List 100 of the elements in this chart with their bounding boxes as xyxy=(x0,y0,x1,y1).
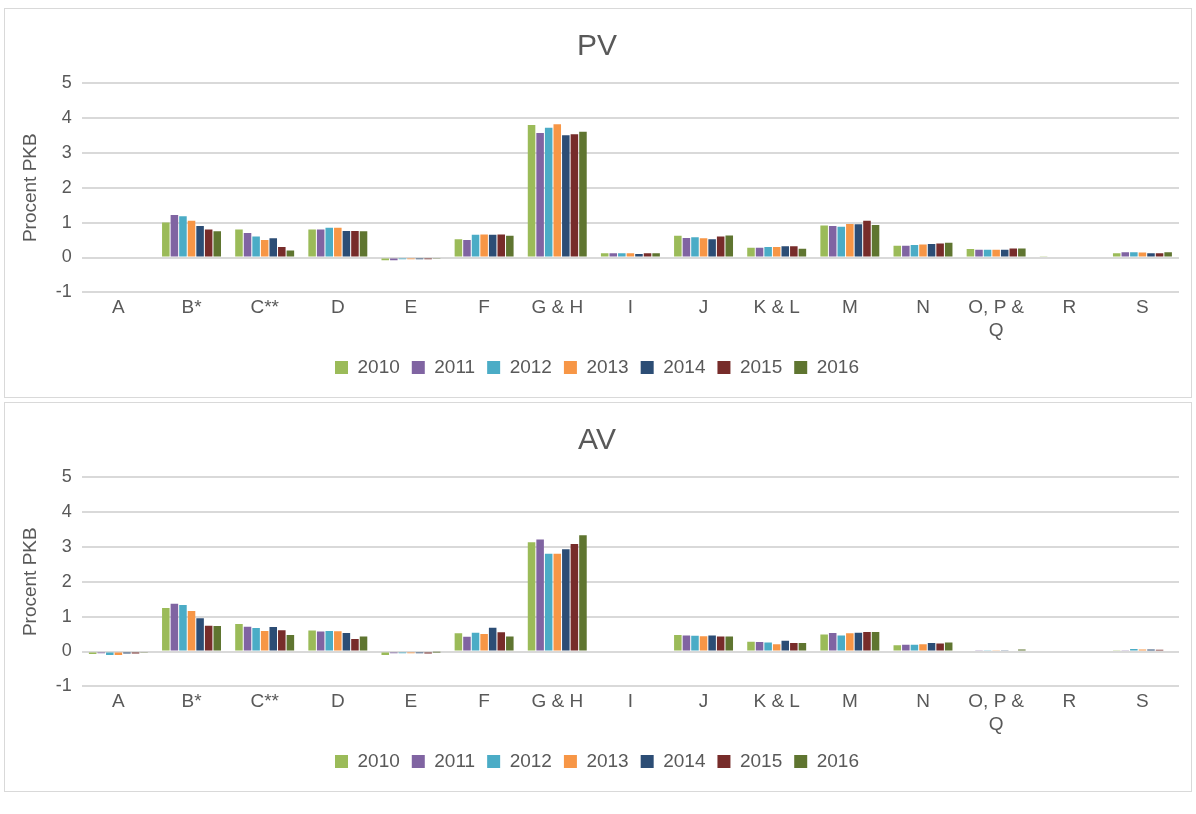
bar xyxy=(579,535,587,651)
bar xyxy=(635,254,643,257)
bar xyxy=(854,224,863,257)
bar xyxy=(480,234,488,257)
x-tick-label: C** xyxy=(250,690,280,712)
x-tick-label: S xyxy=(1136,690,1149,712)
bar xyxy=(562,135,570,257)
x-tick-label: E xyxy=(404,690,418,712)
x-tick-label: I xyxy=(627,690,634,712)
bar xyxy=(506,636,514,651)
bar xyxy=(544,553,553,651)
y-tick-label: 4 xyxy=(61,106,72,127)
bar xyxy=(893,645,902,651)
bar xyxy=(269,627,278,651)
bar xyxy=(910,644,919,651)
bar xyxy=(798,643,807,651)
bar xyxy=(902,644,910,651)
bar xyxy=(308,630,316,651)
bar xyxy=(527,542,536,651)
bar xyxy=(162,607,170,651)
x-tick-label: A xyxy=(112,296,126,318)
bar xyxy=(944,242,953,257)
x-tick-label: N xyxy=(916,296,930,318)
bar xyxy=(725,636,734,651)
bar xyxy=(790,643,798,651)
bar xyxy=(919,644,927,651)
bar xyxy=(187,611,196,651)
bar xyxy=(506,235,514,257)
y-tick-label: -1 xyxy=(55,675,72,696)
bar xyxy=(162,222,170,257)
bar xyxy=(235,623,243,651)
bar xyxy=(798,248,807,257)
x-tick-label: B* xyxy=(181,690,203,712)
bar xyxy=(269,238,278,257)
x-tick-label: F xyxy=(478,296,490,318)
bar xyxy=(471,632,480,651)
bar xyxy=(992,249,1000,257)
bar xyxy=(351,638,359,651)
legend-label: 2010 xyxy=(357,749,400,771)
bar xyxy=(488,234,497,257)
bar xyxy=(919,244,927,257)
bar xyxy=(278,630,286,651)
y-tick-label: 0 xyxy=(61,640,72,661)
x-tick-label: E xyxy=(404,296,418,318)
bar xyxy=(820,225,828,257)
x-tick-label: K & L xyxy=(753,296,800,318)
bar xyxy=(682,635,691,651)
bar xyxy=(252,628,260,651)
bar xyxy=(643,253,652,257)
bar xyxy=(553,124,562,257)
bar xyxy=(286,635,295,651)
y-tick-label: 4 xyxy=(61,500,72,521)
bar xyxy=(308,229,316,257)
bar xyxy=(196,226,204,257)
bar xyxy=(536,132,544,257)
bar xyxy=(243,233,252,257)
bar xyxy=(764,642,772,651)
bar xyxy=(1147,253,1155,257)
bar xyxy=(902,245,910,257)
bar xyxy=(278,247,286,257)
chart-title: PV xyxy=(576,28,618,62)
bar xyxy=(863,220,871,257)
bar xyxy=(286,250,295,257)
bar xyxy=(260,630,269,651)
bar xyxy=(652,253,660,257)
y-tick-label: -1 xyxy=(55,281,72,302)
bar xyxy=(170,214,179,257)
bar xyxy=(1138,252,1147,257)
bar xyxy=(497,234,506,257)
bar xyxy=(716,636,725,651)
bar xyxy=(716,236,725,257)
bar xyxy=(871,631,880,651)
legend-label: 2012 xyxy=(509,749,552,771)
legend-label: 2014 xyxy=(663,355,706,377)
bar xyxy=(944,642,953,651)
bar xyxy=(828,226,837,257)
legend-label: 2016 xyxy=(816,749,859,771)
bar xyxy=(213,231,221,257)
bar xyxy=(966,249,975,257)
bar xyxy=(1112,253,1121,257)
bar xyxy=(1164,252,1172,257)
y-tick-label: 5 xyxy=(61,465,72,486)
bar xyxy=(454,633,463,651)
bar xyxy=(213,626,221,651)
bar xyxy=(562,549,570,651)
bar xyxy=(674,635,682,651)
bar xyxy=(342,230,351,257)
bar xyxy=(828,633,837,651)
x-tick-label: O, P & Q xyxy=(968,690,1025,734)
bar xyxy=(1000,249,1009,257)
bar xyxy=(204,625,213,651)
x-tick-label: A xyxy=(112,690,126,712)
bar xyxy=(691,635,699,651)
bar xyxy=(471,234,480,257)
bar xyxy=(927,243,936,257)
bar xyxy=(454,239,463,257)
bar xyxy=(846,224,854,257)
bar xyxy=(755,642,764,651)
bar xyxy=(846,633,854,651)
legend-label: 2012 xyxy=(509,355,552,377)
